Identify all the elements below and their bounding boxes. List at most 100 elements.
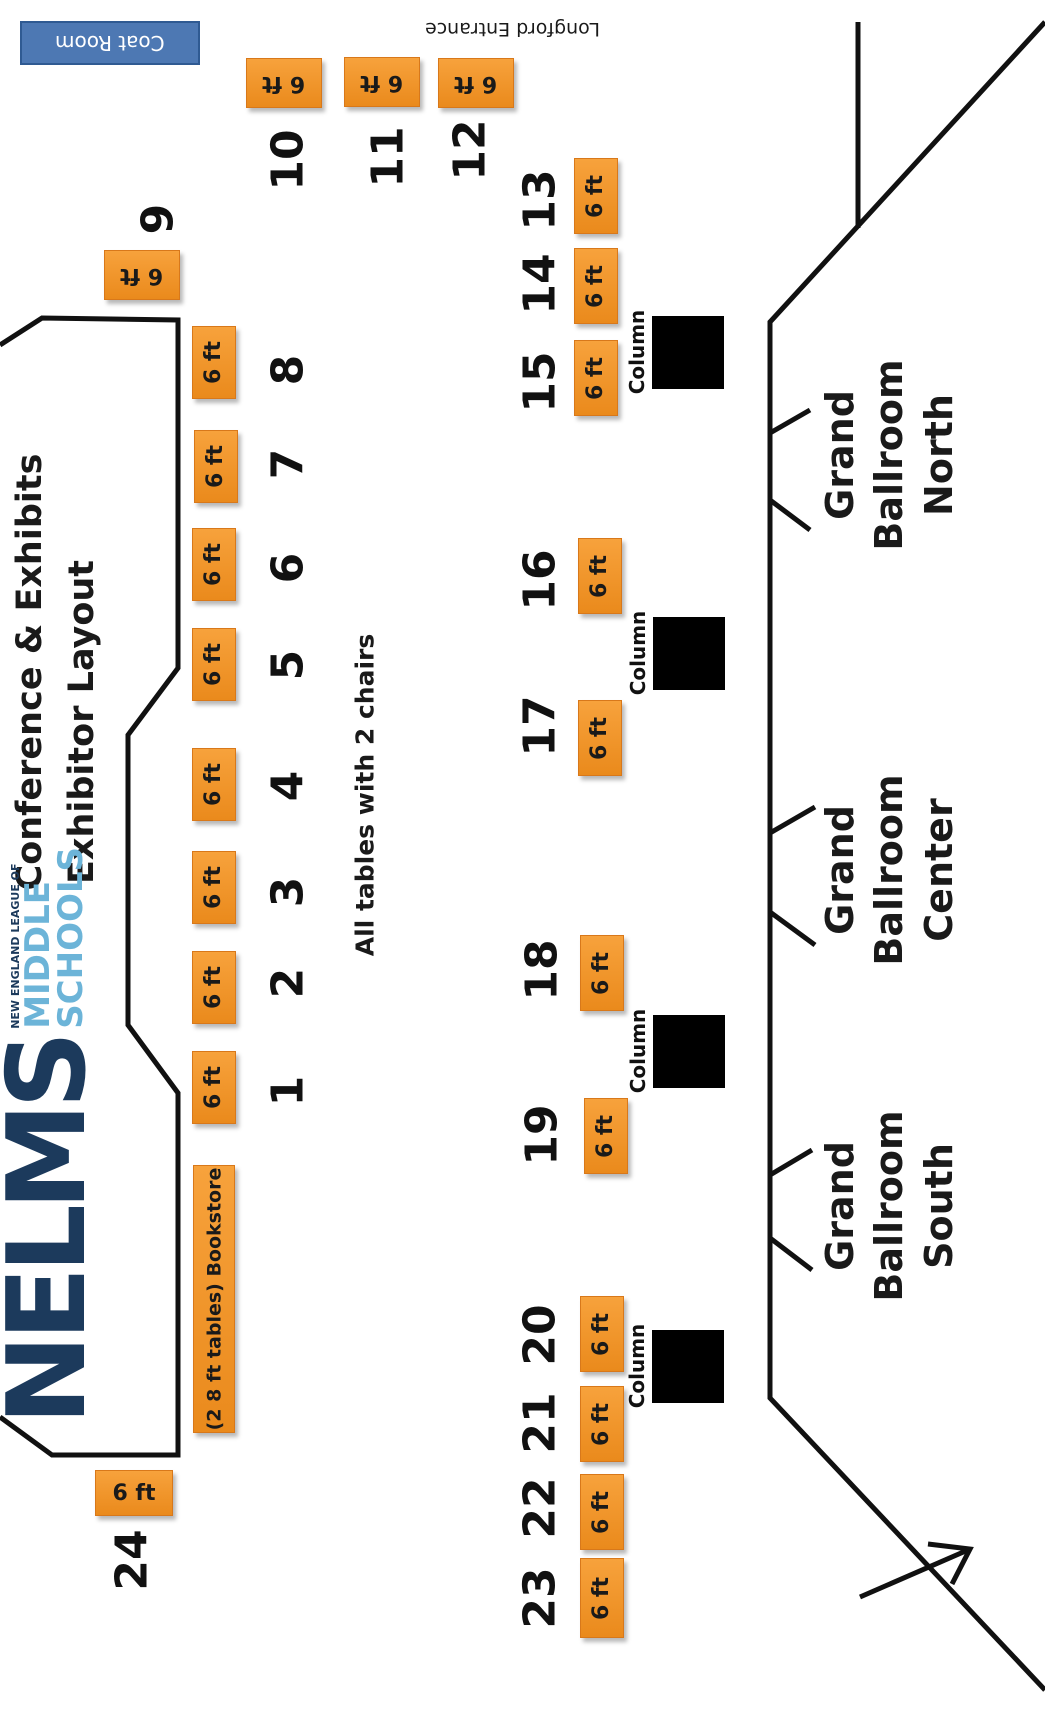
booth-table-13-label: 6 ft xyxy=(583,174,609,218)
booth-table-2-label: 6 ft xyxy=(201,965,227,1010)
booth-table-5-label: 6 ft xyxy=(201,642,227,687)
booth-table-4: 6 ft xyxy=(192,748,236,821)
logo-middle-text: MIDDLE xyxy=(18,880,59,1029)
column-block-3 xyxy=(653,1015,725,1088)
booth-table-3: 6 ft xyxy=(192,851,236,924)
booth-table-21-label: 6 ft xyxy=(589,1402,615,1446)
booth-table-12-label: 6 ft xyxy=(454,70,498,96)
booth-number-23: 23 xyxy=(514,1567,566,1629)
ballroom-south-line1: Grand xyxy=(817,1141,862,1271)
booth-table-19: 6 ft xyxy=(584,1098,628,1174)
column-block-4 xyxy=(652,1330,724,1403)
booth-table-21: 6 ft xyxy=(580,1386,624,1462)
room-outline xyxy=(0,315,181,1458)
booth-number-10: 10 xyxy=(262,129,314,191)
booth-number-9: 9 xyxy=(132,203,184,235)
booth-number-20: 20 xyxy=(514,1304,566,1366)
ballroom-center-line2: Ballroom xyxy=(867,774,912,966)
door-south-2 xyxy=(768,1236,814,1272)
ballroom-south-line2: Ballroom xyxy=(867,1110,912,1302)
booth-table-8: 6 ft xyxy=(192,326,236,399)
booth-table-5: 6 ft xyxy=(192,628,236,701)
door-center-1 xyxy=(768,804,817,836)
column-label-1: Column xyxy=(625,309,649,395)
ballroom-south-line3: South xyxy=(916,1143,961,1269)
column-label-3: Column xyxy=(626,1008,650,1094)
ballroom-north-line3: North xyxy=(916,394,961,516)
booth-table-11-label: 6 ft xyxy=(360,69,404,95)
booth-table-20-label: 6 ft xyxy=(589,1312,615,1356)
booth-table-19-label: 6 ft xyxy=(593,1114,619,1158)
booth-table-16-label: 6 ft xyxy=(587,554,613,598)
booth-table-13: 6 ft xyxy=(574,158,618,234)
booth-number-22: 22 xyxy=(514,1477,566,1539)
entry-arrow-head xyxy=(927,1541,974,1586)
booth-table-16: 6 ft xyxy=(578,538,622,614)
booth-table-6: 6 ft xyxy=(192,528,236,601)
nelms-logo: NELMS NEW ENGLAND LEAGUE OF MIDDLE SCHOO… xyxy=(0,846,110,1426)
ballroom-center-line1: Grand xyxy=(817,805,862,935)
booth-number-2: 2 xyxy=(262,967,314,999)
longford-entrance: Longford Entrance xyxy=(425,18,600,40)
ballroom-wall xyxy=(767,20,1045,1692)
booth-number-8: 8 xyxy=(262,354,314,386)
booth-table-4-label: 6 ft xyxy=(201,762,227,807)
booth-table-8-label: 6 ft xyxy=(201,340,227,385)
logo-main-text: NELMS xyxy=(0,1036,110,1426)
booth-table-14-label: 6 ft xyxy=(583,264,609,308)
booth-number-14: 14 xyxy=(514,253,566,315)
booth-number-16: 16 xyxy=(514,549,566,611)
booth-number-13: 13 xyxy=(514,169,566,231)
booth-number-4: 4 xyxy=(262,770,314,802)
door-north-1 xyxy=(768,407,812,436)
layout-title-line1: Conference & Exhibits xyxy=(10,453,50,891)
booth-table-24: 6 ft xyxy=(95,1470,173,1516)
booth-table-15-label: 6 ft xyxy=(583,356,609,400)
ballroom-center: Grand Ballroom Center xyxy=(816,774,964,965)
booth-table-7-label: 6 ft xyxy=(203,444,229,489)
booth-number-21: 21 xyxy=(514,1392,566,1454)
door-south-1 xyxy=(768,1147,814,1178)
ballroom-north-line2: Ballroom xyxy=(867,359,912,551)
booth-number-5: 5 xyxy=(262,649,314,681)
booth-table-24-label: 6 ft xyxy=(112,1480,156,1506)
layout-title-line2: Exhibitor Layout xyxy=(62,559,102,885)
column-label-2: Column xyxy=(626,610,650,696)
ballroom-north-line1: Grand xyxy=(817,390,862,520)
column-label-4: Column xyxy=(625,1323,649,1409)
booth-table-7: 6 ft xyxy=(194,430,238,503)
booth-number-15: 15 xyxy=(514,351,566,413)
booth-table-6-label: 6 ft xyxy=(201,542,227,587)
logo-side: NEW ENGLAND LEAGUE OF MIDDLE SCHOOLS xyxy=(9,846,91,1029)
tables-note: All tables with 2 chairs xyxy=(350,633,380,957)
booth-number-19: 19 xyxy=(516,1104,568,1166)
booth-number-1: 1 xyxy=(262,1075,314,1107)
ballroom-south: Grand Ballroom South xyxy=(816,1110,964,1301)
booth-table-18: 6 ft xyxy=(580,935,624,1011)
booth-table-12: 6 ft xyxy=(438,58,514,108)
booth-number-12: 12 xyxy=(444,119,496,181)
booth-table-15: 6 ft xyxy=(574,340,618,416)
column-block-1 xyxy=(652,316,724,389)
booth-table-17: 6 ft xyxy=(578,700,622,776)
booth-number-17: 17 xyxy=(514,695,566,757)
booth-table-9-label: 6 ft xyxy=(120,262,164,288)
column-block-2 xyxy=(653,617,725,690)
booth-table-22-label: 6 ft xyxy=(589,1490,615,1534)
logo-schools-text: SCHOOLS xyxy=(50,846,91,1029)
coat-room-label: Coat Room xyxy=(55,31,165,55)
coat-room: Coat Room xyxy=(20,21,200,65)
entrance-label: Longford Entrance xyxy=(425,18,600,40)
booth-table-2: 6 ft xyxy=(192,951,236,1024)
door-north-2 xyxy=(768,498,812,532)
booth-number-7: 7 xyxy=(262,448,314,480)
booth-table-1: 6 ft xyxy=(192,1051,236,1124)
booth-table-3-label: 6 ft xyxy=(201,865,227,910)
booth-table-20: 6 ft xyxy=(580,1296,624,1372)
entry-arrow-shaft xyxy=(859,1547,969,1600)
booth-table-9: 6 ft xyxy=(104,250,180,300)
booth-table-17-label: 6 ft xyxy=(587,716,613,760)
booth-table-10-label: 6 ft xyxy=(262,70,306,96)
booth-number-6: 6 xyxy=(262,552,314,584)
